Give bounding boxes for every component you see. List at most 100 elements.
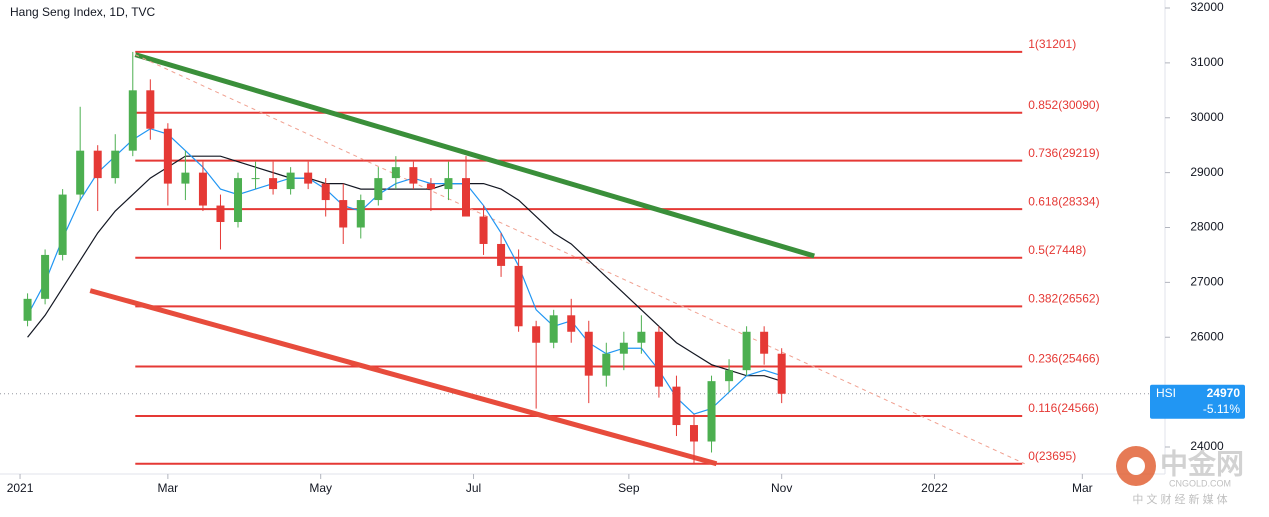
watermark-site: CNGOLD.COM <box>1169 478 1231 488</box>
candle-body <box>304 172 313 184</box>
candle <box>689 414 698 464</box>
candle <box>777 348 786 404</box>
candle <box>374 167 383 206</box>
candle-body <box>76 150 85 195</box>
candle <box>234 172 243 228</box>
candle <box>304 161 313 190</box>
candle-body <box>391 167 400 179</box>
candle <box>181 150 190 201</box>
trendline <box>135 54 1025 465</box>
candle <box>479 205 488 255</box>
candle-body <box>93 150 102 179</box>
y-tick-label: 28000 <box>1190 220 1224 234</box>
candle <box>321 178 330 217</box>
candle-body <box>707 381 716 442</box>
price-badge <box>1150 384 1245 419</box>
x-tick-label: Sep <box>618 481 640 495</box>
candle-body <box>41 254 50 299</box>
candle <box>462 156 470 217</box>
candle-body <box>497 243 506 266</box>
candle-body <box>654 331 663 387</box>
candle-body <box>479 216 488 244</box>
candle <box>58 189 67 261</box>
candle-body <box>619 342 628 354</box>
candle-body <box>672 386 681 426</box>
fib-label: 0.618(28334) <box>1028 194 1099 208</box>
candle <box>128 51 137 157</box>
candle <box>76 106 85 201</box>
candle-body <box>374 178 383 201</box>
candle <box>584 320 593 404</box>
watermark-brand: 中金网 <box>1160 447 1244 479</box>
chart-title: Hang Seng Index, 1D, TVC <box>10 5 156 19</box>
y-tick-label: 24000 <box>1190 439 1224 453</box>
fib-label: 0.236(25466) <box>1028 352 1099 366</box>
candle <box>549 309 558 349</box>
candle <box>339 183 348 244</box>
badge-change: -5.11% <box>1203 402 1240 416</box>
watermark-tagline: 中 文 财 经 新 媒 体 <box>1132 492 1227 506</box>
fib-label: 0(23695) <box>1028 449 1076 463</box>
candle-body <box>462 178 470 217</box>
x-tick-label: Jul <box>466 481 481 495</box>
candle-body <box>58 194 67 255</box>
candle-body <box>163 128 172 184</box>
fib-label: 0.852(30090) <box>1028 98 1099 112</box>
candle <box>286 167 295 195</box>
candle <box>409 161 418 190</box>
candle-body <box>181 172 190 184</box>
x-tick-label: 2021 <box>7 481 34 495</box>
candle-body <box>725 370 734 382</box>
candle <box>637 315 646 354</box>
candle <box>654 326 663 398</box>
trendline <box>134 52 815 259</box>
x-tick-label: 2022 <box>921 481 948 495</box>
candle <box>146 79 155 140</box>
candle-body <box>514 265 523 327</box>
y-tick-label: 32000 <box>1190 0 1224 14</box>
fib-label: 0.382(26562) <box>1028 292 1099 306</box>
candle <box>672 375 681 437</box>
x-tick-label: Mar <box>1072 481 1093 495</box>
x-tick-label: May <box>309 481 332 495</box>
badge-symbol: HSI <box>1156 386 1176 400</box>
x-tick-label: Mar <box>158 481 179 495</box>
candle-body <box>567 315 576 332</box>
candle-body <box>286 172 295 190</box>
candle <box>602 342 611 387</box>
candle <box>532 320 541 409</box>
badge-price: 24970 <box>1207 386 1241 400</box>
moving-average <box>27 155 782 382</box>
candle <box>93 145 102 212</box>
candle <box>514 249 523 332</box>
x-tick-label: Nov <box>771 481 792 495</box>
watermark: 中金网 CNGOLD.COM 中 文 财 经 新 媒 体 <box>1116 446 1244 506</box>
candle <box>426 178 435 212</box>
candle <box>251 161 260 190</box>
fib-label: 0.736(29219) <box>1028 146 1099 160</box>
candle <box>725 359 734 393</box>
candle-body <box>549 315 558 343</box>
candle <box>619 331 628 371</box>
candle-body <box>356 200 365 228</box>
candle-body <box>128 90 137 151</box>
candle-body <box>23 298 32 321</box>
candle-body <box>269 178 278 190</box>
y-tick-label: 27000 <box>1190 275 1224 289</box>
candle-body <box>251 178 260 180</box>
watermark-logo-inner <box>1127 457 1145 475</box>
candle <box>163 123 172 206</box>
candle-body <box>216 205 225 223</box>
candle-body <box>602 353 611 376</box>
candle-body <box>198 172 207 206</box>
fib-label: 0.5(27448) <box>1028 243 1086 257</box>
candle-body <box>444 178 453 190</box>
candle-body <box>742 331 751 371</box>
candle-body <box>111 150 120 179</box>
y-tick-label: 29000 <box>1190 165 1224 179</box>
candle <box>23 293 32 327</box>
candle-body <box>777 353 786 394</box>
candle <box>444 161 453 201</box>
candle <box>707 375 716 453</box>
y-tick-label: 31000 <box>1190 55 1224 69</box>
